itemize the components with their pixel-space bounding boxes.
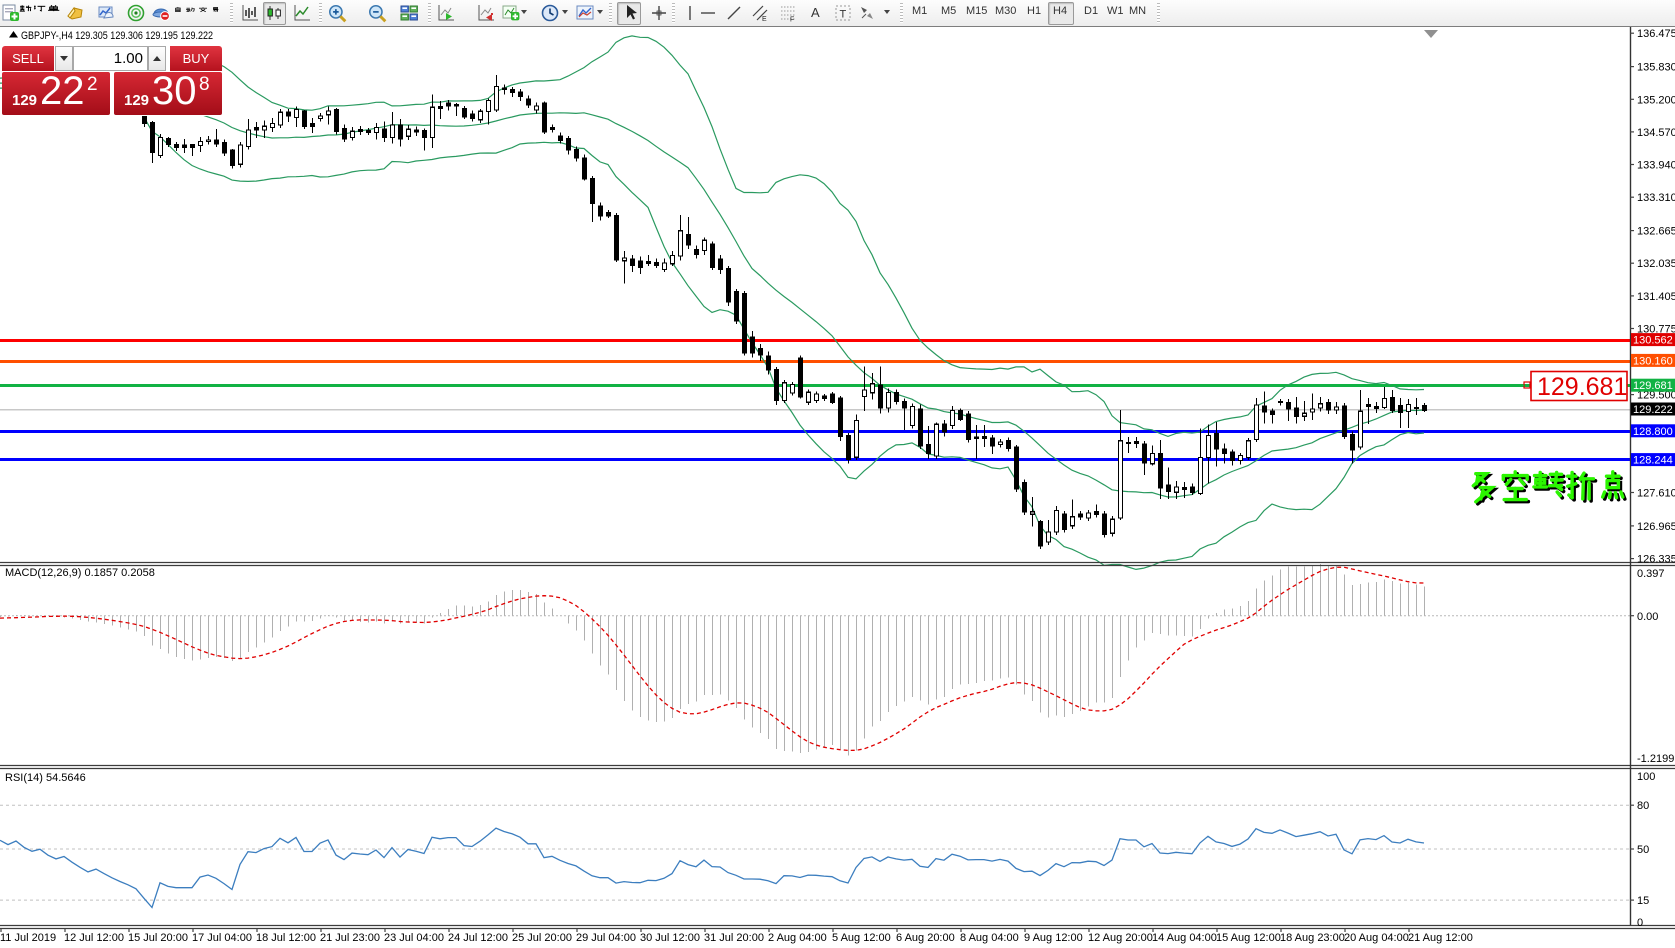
svg-text:129.500: 129.500 <box>1637 390 1675 402</box>
svg-text:15: 15 <box>1637 895 1649 907</box>
svg-text:6 Aug 20:00: 6 Aug 20:00 <box>896 932 955 944</box>
svg-text:80: 80 <box>1637 800 1649 812</box>
svg-text:129.681: 129.681 <box>1537 373 1627 401</box>
svg-text:29 Jul 04:00: 29 Jul 04:00 <box>576 932 636 944</box>
svg-text:18 Jul 12:00: 18 Jul 12:00 <box>256 932 316 944</box>
svg-text:0.397: 0.397 <box>1637 568 1665 580</box>
svg-text:132.035: 132.035 <box>1637 258 1675 270</box>
svg-text:21 Jul 23:00: 21 Jul 23:00 <box>320 932 380 944</box>
svg-text:129.222: 129.222 <box>1633 404 1673 416</box>
svg-text:133.310: 133.310 <box>1637 192 1675 204</box>
svg-text:T: T <box>840 9 847 21</box>
svg-text:23 Jul 04:00: 23 Jul 04:00 <box>384 932 444 944</box>
svg-text:131.405: 131.405 <box>1637 291 1675 303</box>
svg-text:135.830: 135.830 <box>1637 62 1675 74</box>
svg-text:128.800: 128.800 <box>1633 426 1673 438</box>
svg-text:15 Jul 20:00: 15 Jul 20:00 <box>128 932 188 944</box>
svg-text:2 Aug 04:00: 2 Aug 04:00 <box>768 932 827 944</box>
svg-text:130.562: 130.562 <box>1633 335 1673 347</box>
svg-text:RSI(14) 54.5646: RSI(14) 54.5646 <box>5 772 86 784</box>
svg-text:126.965: 126.965 <box>1637 521 1675 533</box>
svg-text:12 Aug 20:00: 12 Aug 20:00 <box>1088 932 1153 944</box>
svg-text:100: 100 <box>1637 771 1655 783</box>
svg-text:130.160: 130.160 <box>1633 355 1673 367</box>
svg-text:127.610: 127.610 <box>1637 488 1675 500</box>
svg-text:128.244: 128.244 <box>1633 455 1673 467</box>
svg-text:15 Aug 12:00: 15 Aug 12:00 <box>1216 932 1281 944</box>
svg-text:20 Aug 04:00: 20 Aug 04:00 <box>1344 932 1409 944</box>
svg-text:132.665: 132.665 <box>1637 226 1675 238</box>
svg-text:0: 0 <box>1637 917 1643 929</box>
svg-text:24 Jul 12:00: 24 Jul 12:00 <box>448 932 508 944</box>
svg-text:MACD(12,26,9) 0.1857 0.2058: MACD(12,26,9) 0.1857 0.2058 <box>5 567 155 579</box>
svg-text:18 Aug 23:00: 18 Aug 23:00 <box>1280 932 1345 944</box>
svg-text:133.940: 133.940 <box>1637 160 1675 172</box>
svg-text:9 Aug 12:00: 9 Aug 12:00 <box>1024 932 1083 944</box>
svg-text:5 Aug 12:00: 5 Aug 12:00 <box>832 932 891 944</box>
svg-text:E: E <box>762 16 767 22</box>
svg-text:50: 50 <box>1637 844 1649 856</box>
svg-text:14 Aug 04:00: 14 Aug 04:00 <box>1152 932 1217 944</box>
svg-text:135.200: 135.200 <box>1637 94 1675 106</box>
svg-text:GBPJPY-,H4 129.305 129.306 12: GBPJPY-,H4 129.305 129.306 129.195 129.2… <box>21 30 213 42</box>
svg-text:25 Jul 20:00: 25 Jul 20:00 <box>512 932 572 944</box>
svg-text:136.475: 136.475 <box>1637 28 1675 40</box>
svg-text:129.681: 129.681 <box>1633 380 1673 392</box>
svg-text:-1.2199: -1.2199 <box>1637 753 1674 765</box>
svg-text:F: F <box>790 17 794 23</box>
svg-text:21 Aug 12:00: 21 Aug 12:00 <box>1408 932 1473 944</box>
svg-text:134.570: 134.570 <box>1637 127 1675 139</box>
svg-text:11 Jul 2019: 11 Jul 2019 <box>0 932 56 944</box>
svg-text:12 Jul 12:00: 12 Jul 12:00 <box>64 932 124 944</box>
svg-text:0.00: 0.00 <box>1637 611 1658 623</box>
svg-text:8 Aug 04:00: 8 Aug 04:00 <box>960 932 1019 944</box>
svg-text:31 Jul 20:00: 31 Jul 20:00 <box>704 932 764 944</box>
svg-text:126.335: 126.335 <box>1637 554 1675 566</box>
svg-text:30 Jul 12:00: 30 Jul 12:00 <box>640 932 700 944</box>
svg-text:130.775: 130.775 <box>1637 324 1675 336</box>
svg-text:17 Jul 04:00: 17 Jul 04:00 <box>192 932 252 944</box>
